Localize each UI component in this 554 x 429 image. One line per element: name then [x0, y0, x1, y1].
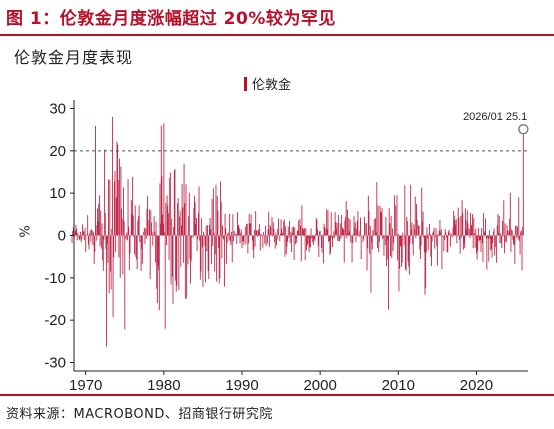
legend-label: 伦敦金 — [252, 78, 292, 93]
y-tick-label: 20 — [49, 143, 66, 160]
annotation-layer: 2026/01 25.1 — [463, 111, 529, 135]
chart-legend: 伦敦金 — [244, 74, 291, 93]
y-tick-label: 10 — [49, 185, 66, 202]
figure-title: 图 1：伦敦金月度涨幅超过 20%较为罕见 — [6, 9, 336, 29]
chart-title: 伦敦金月度表现 — [14, 48, 134, 67]
bars-layer — [71, 116, 524, 347]
x-tick-label: 2000 — [303, 377, 336, 394]
y-tick-label: 30 — [49, 100, 66, 117]
y-tick-label: 0 — [58, 228, 66, 245]
annotation-marker — [518, 123, 529, 135]
x-tick-label: 1970 — [69, 377, 102, 394]
title-divider — [0, 34, 554, 36]
footer-divider — [0, 394, 554, 396]
y-tick-label: -30 — [44, 355, 66, 372]
y-tick-label: -20 — [44, 312, 66, 329]
source-note: 资料来源：MACROBOND、招商银行研究院 — [6, 407, 273, 422]
annotation-label: 2026/01 25.1 — [463, 111, 527, 123]
x-tick-label: 1980 — [147, 377, 180, 394]
x-tick-label: 2010 — [382, 377, 415, 394]
legend-swatch — [244, 76, 247, 91]
x-tick-label: 2020 — [460, 377, 493, 394]
y-tick-label: -10 — [44, 270, 66, 287]
x-tick-label: 1990 — [225, 377, 258, 394]
